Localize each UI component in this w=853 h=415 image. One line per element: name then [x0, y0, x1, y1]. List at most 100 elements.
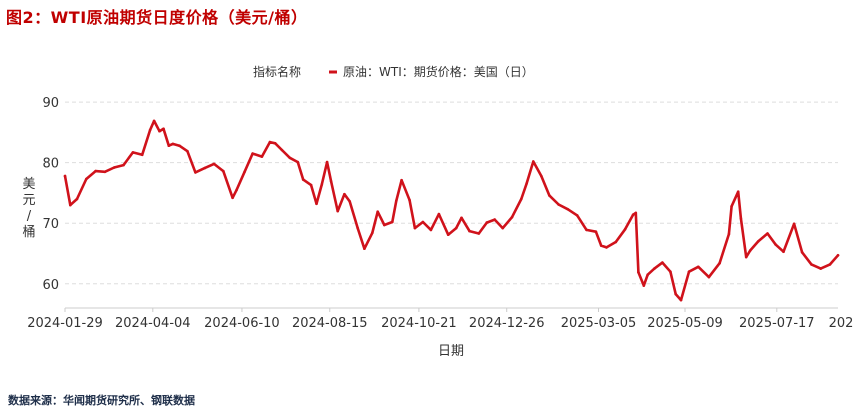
data-point	[356, 226, 360, 230]
data-point	[178, 144, 181, 147]
x-tick-label: 2024-12-26	[469, 316, 545, 331]
data-point	[674, 292, 677, 296]
x-tick-label: 2024-04-04	[115, 316, 191, 331]
data-point	[836, 254, 840, 257]
x-tick-label: 2025-03-05	[561, 316, 637, 331]
data-point	[748, 249, 752, 252]
data-point	[408, 198, 411, 202]
x-tick-label: 2024-06-10	[204, 316, 280, 331]
data-point	[231, 196, 234, 200]
data-point	[158, 129, 161, 133]
data-point	[212, 162, 216, 166]
data-point	[85, 177, 88, 181]
data-point	[383, 223, 386, 227]
data-point	[548, 194, 551, 197]
data-point	[642, 284, 646, 287]
series-points	[63, 119, 840, 302]
data-point	[637, 271, 640, 274]
data-point	[828, 263, 832, 266]
data-point	[152, 119, 156, 123]
data-point	[810, 263, 813, 266]
data-point	[468, 229, 471, 233]
legend-series-label[interactable]: 原油：WTI：期货价格：美国（日）	[343, 64, 534, 79]
y-tick-label: 60	[42, 278, 59, 293]
y-tick-label: 80	[42, 157, 59, 172]
data-point	[575, 214, 579, 217]
data-point	[477, 232, 481, 235]
x-tick-label: 2025-05-09	[647, 316, 723, 331]
data-point	[315, 202, 318, 206]
data-source: 数据来源：华闻期货研究所、钢联数据	[8, 394, 195, 407]
data-point	[301, 178, 305, 181]
data-point	[454, 226, 458, 230]
data-point	[395, 199, 398, 203]
data-point	[162, 127, 165, 131]
data-point	[634, 211, 638, 215]
data-point	[599, 244, 603, 247]
data-point	[819, 267, 822, 270]
data-point	[736, 190, 740, 193]
data-point	[103, 170, 107, 174]
data-point	[348, 200, 352, 203]
data-point	[288, 156, 292, 160]
data-point	[309, 183, 313, 187]
gridlines	[65, 101, 838, 285]
data-point	[391, 220, 394, 224]
data-point	[501, 226, 505, 230]
data-point	[363, 247, 366, 250]
data-point	[148, 128, 152, 132]
data-point	[520, 197, 523, 201]
data-point	[325, 160, 329, 164]
data-point	[421, 220, 425, 224]
data-point	[687, 270, 691, 274]
y-axis-ticks: 60 70 80 90	[42, 96, 59, 293]
figure-title: 图2：WTI原油期货日度价格（美元/桶）	[6, 8, 308, 27]
chart-legend: 指标名称 原油：WTI：期货价格：美国（日）	[253, 64, 534, 79]
series-line-wti	[63, 119, 840, 302]
data-point	[744, 255, 748, 259]
data-point	[203, 166, 206, 170]
data-point	[400, 178, 403, 182]
x-tick-label: 2024-08-15	[292, 316, 368, 331]
data-point	[75, 197, 79, 201]
data-point	[646, 273, 649, 277]
data-point	[493, 218, 497, 221]
data-point	[718, 261, 721, 265]
data-point	[727, 232, 731, 236]
data-point	[122, 163, 125, 167]
data-point	[273, 142, 277, 145]
data-point	[707, 275, 711, 279]
y-axis-label: 美元/桶	[22, 177, 35, 240]
data-point	[594, 230, 598, 233]
data-point	[623, 228, 627, 231]
data-point	[371, 231, 374, 235]
data-point	[131, 151, 135, 154]
wti-price-chart: 指标名称 原油：WTI：期货价格：美国（日） 60 70 80 90 2024-01-…	[22, 64, 853, 359]
data-point	[653, 267, 656, 270]
data-point	[329, 180, 333, 183]
data-point	[460, 216, 463, 220]
data-point	[697, 265, 700, 269]
data-point	[112, 166, 116, 169]
data-point	[661, 261, 664, 264]
data-point	[614, 240, 618, 244]
data-point	[260, 155, 264, 158]
data-point	[429, 228, 433, 232]
data-point	[94, 169, 97, 173]
x-tick-label: 2024-01-29	[27, 316, 103, 331]
data-point	[510, 215, 514, 219]
data-point	[446, 233, 450, 236]
data-point	[437, 212, 441, 216]
data-point	[186, 149, 189, 153]
data-point	[532, 160, 535, 163]
data-point	[243, 170, 246, 174]
data-point	[525, 182, 528, 185]
data-point	[413, 226, 417, 230]
data-point	[782, 250, 785, 253]
data-point	[739, 217, 743, 220]
data-point	[171, 142, 175, 146]
data-point	[343, 192, 346, 196]
data-point	[756, 240, 760, 243]
data-point	[140, 153, 144, 157]
legend-title: 指标名称	[253, 64, 301, 79]
